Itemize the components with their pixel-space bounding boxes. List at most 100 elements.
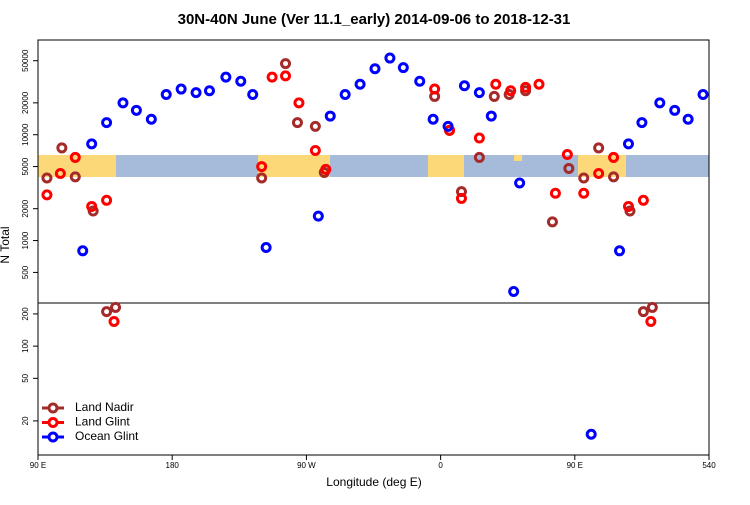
point: [458, 80, 470, 92]
x-tick-label: 0: [438, 461, 443, 470]
point: [309, 144, 321, 156]
chart-title: 30N-40N June (Ver 11.1_early) 2014-09-06…: [178, 11, 571, 28]
point: [266, 71, 278, 83]
point: [280, 58, 292, 70]
point: [508, 286, 520, 298]
point: [324, 110, 336, 122]
point: [56, 142, 68, 154]
point: [645, 315, 657, 327]
point: [505, 85, 517, 97]
x-tick-label: 540: [702, 461, 716, 470]
point: [384, 52, 396, 64]
point: [455, 192, 467, 204]
point: [485, 110, 497, 122]
point: [637, 306, 649, 318]
y-tick-label: 20: [21, 416, 30, 425]
point: [563, 162, 575, 174]
legend-marker: [47, 402, 59, 414]
map-strip: [38, 155, 709, 177]
y-tick-label: 1000: [21, 231, 30, 249]
point: [429, 83, 441, 95]
point: [203, 85, 215, 97]
y-tick-label: 100: [21, 339, 30, 353]
point: [654, 97, 666, 109]
point: [585, 428, 597, 440]
point: [414, 75, 426, 87]
point: [256, 172, 268, 184]
legend-label: Land Glint: [75, 415, 130, 429]
point: [669, 104, 681, 116]
point: [320, 163, 332, 175]
point: [636, 117, 648, 129]
point: [69, 151, 81, 163]
point: [427, 113, 439, 125]
point: [549, 187, 561, 199]
point: [108, 315, 120, 327]
point: [520, 81, 532, 93]
point: [160, 88, 172, 100]
x-tick-label: 90 W: [297, 461, 316, 470]
point: [247, 88, 259, 100]
point: [473, 87, 485, 99]
point: [101, 306, 113, 318]
point: [86, 200, 98, 212]
point: [41, 189, 53, 201]
y-tick-label: 200: [21, 307, 30, 321]
point: [280, 70, 292, 82]
point: [533, 78, 545, 90]
point: [312, 210, 324, 222]
point: [54, 168, 66, 180]
point: [473, 151, 485, 163]
point: [637, 194, 649, 206]
point: [235, 75, 247, 87]
point: [546, 216, 558, 228]
point: [101, 194, 113, 206]
point: [682, 113, 694, 125]
point: [646, 301, 658, 313]
point: [614, 245, 626, 257]
point: [622, 138, 634, 150]
point: [190, 87, 202, 99]
y-tick-label: 5000: [21, 157, 30, 175]
point: [608, 171, 620, 183]
point: [397, 62, 409, 74]
point: [490, 78, 502, 90]
plot-frame: [37, 39, 710, 456]
legend-label: Ocean Glint: [75, 429, 139, 443]
y-axis-label: N Total: [0, 226, 12, 263]
point: [291, 117, 303, 129]
point: [145, 113, 157, 125]
y-tick-label: 10000: [21, 123, 30, 146]
point: [369, 63, 381, 75]
point: [488, 90, 500, 102]
y-tick-label: 50: [21, 373, 30, 382]
x-tick-label: 90 E: [567, 461, 583, 470]
point: [514, 177, 526, 189]
point: [220, 71, 232, 83]
point: [593, 168, 605, 180]
point: [130, 104, 142, 116]
point: [593, 142, 605, 154]
legend-marker: [47, 431, 59, 443]
point: [293, 97, 305, 109]
point: [41, 172, 53, 184]
point: [256, 161, 268, 173]
legend-marker: [47, 417, 59, 428]
point: [561, 149, 573, 161]
point: [339, 88, 351, 100]
point: [697, 88, 709, 100]
y-tick-label: 20000: [21, 91, 30, 114]
y-tick-label: 50000: [21, 49, 30, 72]
y-tick-label: 500: [21, 265, 30, 279]
x-tick-label: 90 E: [30, 461, 46, 470]
point: [260, 241, 272, 253]
legend-label: Land Nadir: [75, 400, 134, 414]
point: [608, 151, 620, 163]
x-axis-label: Longitude (deg E): [326, 475, 421, 489]
point: [309, 120, 321, 132]
point: [578, 187, 590, 199]
point: [473, 132, 485, 144]
point: [578, 172, 590, 184]
point: [442, 120, 454, 132]
